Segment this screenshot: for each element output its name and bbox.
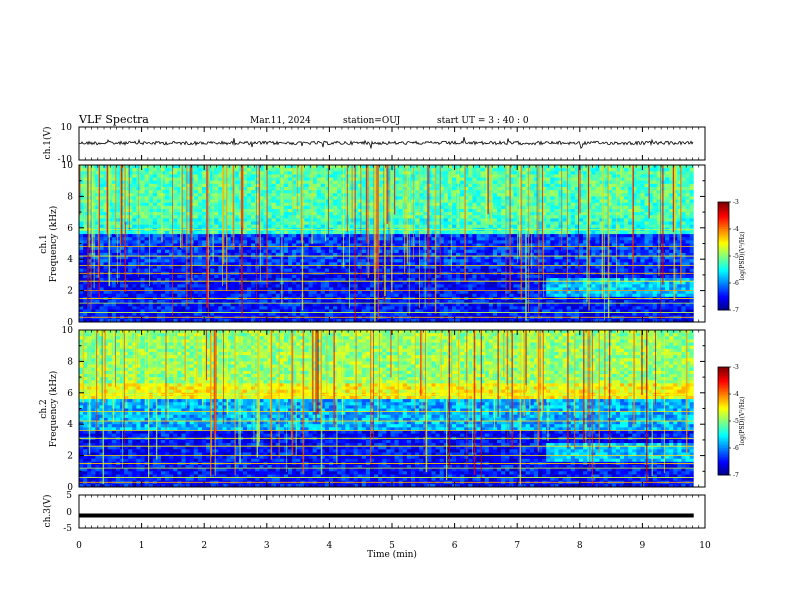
ch1-spectrogram-panel: 0 2 4 6 8 10 ch.1 Frequency (kHz) -3 -4 -5 -6 -7 l… [39,161,746,328]
ch3-ylabel: ch.3(V) [42,495,53,528]
colorbar-tick-label: -6 [733,445,739,452]
spec-ytick-label: 10 [62,161,74,171]
colorbar-label: log(PSD)(V²/Hz) [739,397,746,446]
ch1-ytick-top: 10 [61,123,73,133]
ch1-colorbar: -3 -4 -5 -6 -7 log(PSD)(V²/Hz) [717,199,746,314]
station-label: station=OUJ [343,116,401,126]
x-tick-label: 2 [201,541,207,551]
colorbar-tick-label: -7 [733,472,739,479]
x-tick-label: 1 [139,541,145,551]
colorbar-tick-label: -4 [733,226,739,233]
ch2-spec-ylabel-line1: ch.2 [39,399,49,418]
spec-ytick-label: 4 [67,255,73,265]
colorbar-tick-label: -3 [733,199,739,206]
spec-ytick-label: 0 [67,318,73,328]
start-time-label: start UT = 3 : 40 : 0 [437,116,529,126]
x-tick-label: 0 [76,541,82,551]
ch1-ylabel: ch.1(V) [42,127,53,160]
ch3-waveform-panel: 5 0 -5 ch.3(V) [42,491,706,534]
ch1-ytick-bottom: -10 [58,155,73,165]
date-label: Mar.11, 2024 [250,116,311,126]
x-axis-label: Time (min) [367,549,417,560]
x-tick-label: 9 [640,541,646,551]
spec-ytick-label: 4 [67,420,73,430]
ch1-spec-ylabel-line1: ch.1 [39,234,49,253]
spec-ytick-label: 2 [67,452,73,462]
colorbar-tick-label: -3 [733,364,739,371]
ch1-spec-ylabel-line2: Frequency (kHz) [48,206,59,283]
x-tick-label: 10 [699,541,711,551]
spec-ytick-label: 8 [67,357,73,367]
ch1-waveform-panel: 10 -10 ch.1(V) [42,123,706,165]
colorbar-tick-label: -4 [733,391,739,398]
x-tick-label: 5 [389,541,395,551]
colorbar-tick-label: -7 [733,307,739,314]
spec-ytick-label: 6 [67,224,73,234]
ch2-spectrogram-image [79,330,705,488]
ch2-spec-ylabel-line2: Frequency (kHz) [48,371,59,448]
x-tick-label: 3 [264,541,270,551]
figure-title: VLF Spectra [78,113,149,126]
ch3-ytick-top: 5 [66,491,72,501]
spec-ytick-label: 6 [67,389,73,399]
spec-ytick-label: 0 [67,483,73,493]
ch3-ytick-bottom: -5 [63,524,72,534]
x-tick-label: 4 [327,541,333,551]
x-axis: 0 1 2 3 4 5 6 7 8 9 10 [76,127,711,551]
colorbar-label: log(PSD)(V²/Hz) [739,232,746,281]
colorbar-tick-label: -6 [733,280,739,287]
spec-ytick-label: 2 [67,287,73,297]
ch1-waveform-line [78,137,694,149]
spec-ytick-label: 8 [67,192,73,202]
x-tick-label: 7 [514,541,520,551]
colorbar-tick-label: -5 [733,418,739,425]
colorbar-tick-label: -5 [733,253,739,260]
x-tick-label: 8 [577,541,583,551]
ch3-ytick-mid: 0 [66,508,72,518]
spec-ytick-label: 10 [62,326,74,336]
ch1-spectrogram-image [79,165,705,323]
ch2-spectrogram-panel: 0 2 4 6 8 10 ch.2 Frequency (kHz) -3 -4 -5 -6 -7 l… [39,326,746,493]
x-tick-label: 6 [452,541,458,551]
ch2-colorbar: -3 -4 -5 -6 -7 log(PSD)(V²/Hz) [717,364,746,479]
